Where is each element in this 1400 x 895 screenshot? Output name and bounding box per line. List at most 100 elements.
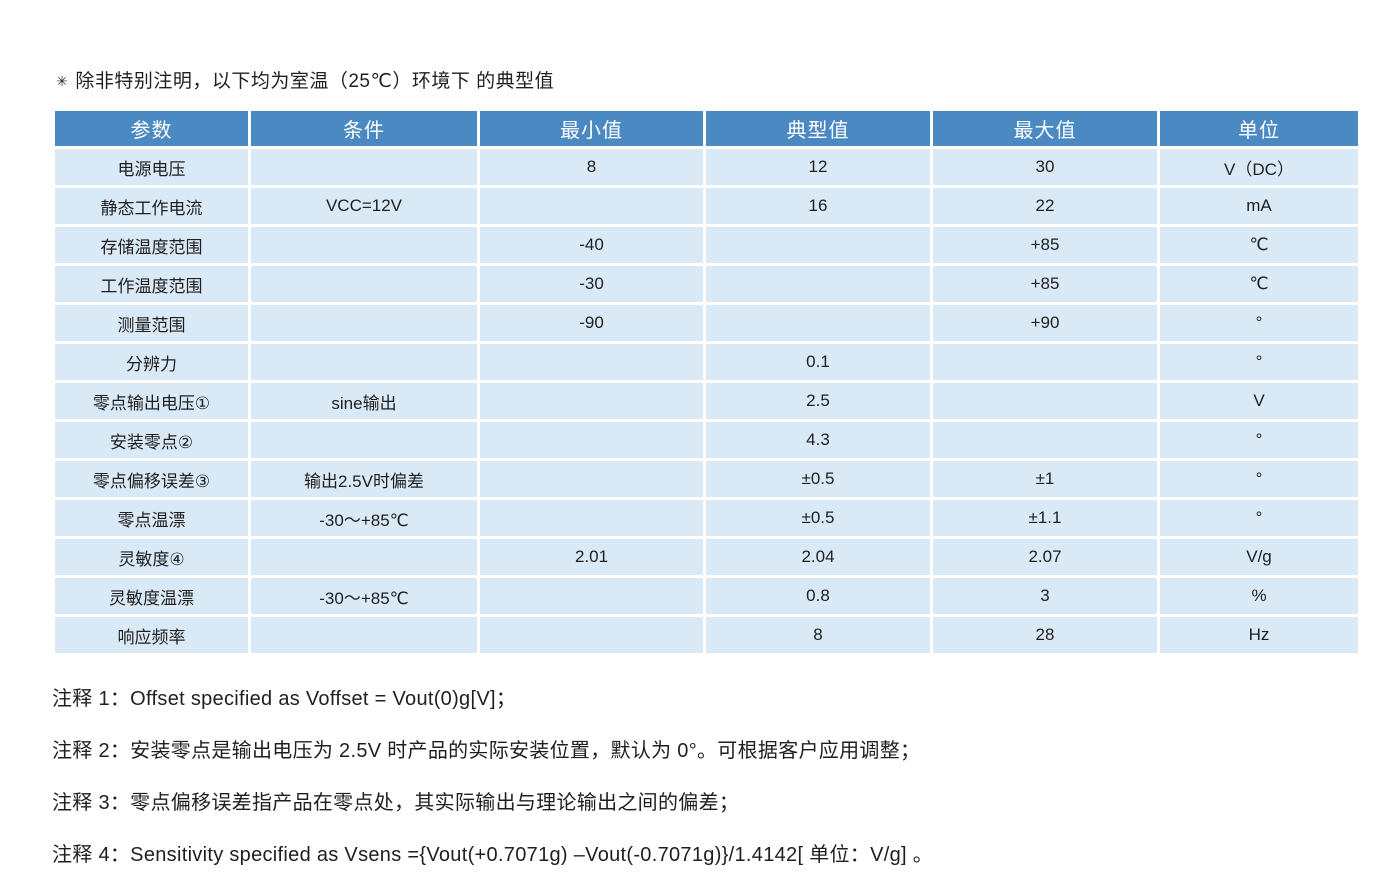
value-cell — [477, 575, 706, 617]
param-cell: 测量范围 — [52, 302, 251, 344]
value-cell — [930, 341, 1160, 383]
column-header: 典型值 — [703, 108, 933, 149]
spec-table-head: 参数 条件 最小值 典型值 最大值 单位 — [52, 108, 1361, 149]
value-cell: 8 — [477, 146, 706, 188]
value-cell — [248, 302, 480, 344]
value-cell: % — [1157, 575, 1361, 617]
spec-table: 参数 条件 最小值 典型值 最大值 单位 电源电压 8 12 30 V（DC） 静态工作电流 VCC=… — [52, 108, 1361, 656]
param-cell: 灵敏度温漂 — [52, 575, 251, 617]
column-header: 最大值 — [930, 108, 1160, 149]
value-cell: 2.01 — [477, 536, 706, 578]
value-cell: 4.3 — [703, 419, 933, 461]
value-cell — [703, 302, 933, 344]
table-row: 静态工作电流 VCC=12V 16 22 mA — [52, 185, 1361, 227]
param-cell: 电源电压 — [52, 146, 251, 188]
value-cell: 30 — [930, 146, 1160, 188]
param-cell: 工作温度范围 — [52, 263, 251, 305]
notes-section: 注释 1：Offset specified as Voffset = Vout(… — [52, 670, 1352, 878]
value-cell: ° — [1157, 341, 1361, 383]
spec-table-body: 电源电压 8 12 30 V（DC） 静态工作电流 VCC=12V 16 22 mA 存储温度范围 -… — [52, 146, 1361, 656]
value-cell — [248, 419, 480, 461]
param-cell: 静态工作电流 — [52, 185, 251, 227]
value-cell: ±1 — [930, 458, 1160, 500]
value-cell: V（DC） — [1157, 146, 1361, 188]
value-cell — [248, 263, 480, 305]
column-header: 最小值 — [477, 108, 706, 149]
value-cell: ±1.1 — [930, 497, 1160, 539]
table-row: 零点偏移误差③ 输出2.5V时偏差 ±0.5 ±1 ° — [52, 458, 1361, 500]
column-header: 单位 — [1157, 108, 1361, 149]
value-cell — [477, 185, 706, 227]
value-cell: ° — [1157, 302, 1361, 344]
value-cell — [477, 614, 706, 656]
value-cell: -40 — [477, 224, 706, 266]
value-cell — [477, 341, 706, 383]
value-cell — [477, 419, 706, 461]
value-cell: V/g — [1157, 536, 1361, 578]
value-cell: 12 — [703, 146, 933, 188]
param-cell: 分辨力 — [52, 341, 251, 383]
value-cell: V — [1157, 380, 1361, 422]
value-cell: -30～+85℃ — [248, 575, 480, 617]
value-cell — [703, 224, 933, 266]
value-cell: VCC=12V — [248, 185, 480, 227]
table-row: 零点温漂 -30～+85℃ ±0.5 ±1.1 ° — [52, 497, 1361, 539]
value-cell: 3 — [930, 575, 1160, 617]
top-note: ✳ 除非特别注明，以下均为室温（25℃）环境下 的典型值 — [33, 44, 554, 115]
value-cell — [248, 224, 480, 266]
param-cell: 安装零点② — [52, 419, 251, 461]
value-cell: 0.8 — [703, 575, 933, 617]
value-cell — [930, 419, 1160, 461]
column-header: 条件 — [248, 108, 480, 149]
value-cell: ℃ — [1157, 224, 1361, 266]
value-cell: +85 — [930, 224, 1160, 266]
value-cell — [703, 263, 933, 305]
note-line-4: 注释 4：Sensitivity specified as Vsens ={Vo… — [52, 843, 934, 866]
value-cell: 8 — [703, 614, 933, 656]
value-cell: 28 — [930, 614, 1160, 656]
note-line-2: 注释 2：安装零点是输出电压为 2.5V 时产品的实际安装位置，默认为 0°。可… — [52, 739, 921, 762]
table-row: 灵敏度④ 2.01 2.04 2.07 V/g — [52, 536, 1361, 578]
table-row: 零点输出电压① sine输出 2.5 V — [52, 380, 1361, 422]
value-cell — [930, 380, 1160, 422]
value-cell: 0.1 — [703, 341, 933, 383]
value-cell: mA — [1157, 185, 1361, 227]
note-line-3: 注释 3：零点偏移误差指产品在零点处，其实际输出与理论输出之间的偏差； — [52, 791, 740, 814]
value-cell: ±0.5 — [703, 458, 933, 500]
asterisk-marker: ✳ — [56, 73, 69, 89]
value-cell: ±0.5 — [703, 497, 933, 539]
value-cell: Hz — [1157, 614, 1361, 656]
value-cell: -30～+85℃ — [248, 497, 480, 539]
value-cell — [477, 458, 706, 500]
value-cell: +85 — [930, 263, 1160, 305]
value-cell — [477, 497, 706, 539]
param-cell: 零点温漂 — [52, 497, 251, 539]
value-cell: 输出2.5V时偏差 — [248, 458, 480, 500]
param-cell: 响应频率 — [52, 614, 251, 656]
table-row: 分辨力 0.1 ° — [52, 341, 1361, 383]
value-cell: ° — [1157, 458, 1361, 500]
table-row: 电源电压 8 12 30 V（DC） — [52, 146, 1361, 188]
value-cell: 22 — [930, 185, 1160, 227]
value-cell — [248, 341, 480, 383]
value-cell — [248, 614, 480, 656]
table-row: 灵敏度温漂 -30～+85℃ 0.8 3% — [52, 575, 1361, 617]
table-row: 安装零点② 4.3 ° — [52, 419, 1361, 461]
param-cell: 灵敏度④ — [52, 536, 251, 578]
value-cell: -90 — [477, 302, 706, 344]
param-cell: 零点输出电压① — [52, 380, 251, 422]
value-cell: sine输出 — [248, 380, 480, 422]
value-cell: ℃ — [1157, 263, 1361, 305]
value-cell: +90 — [930, 302, 1160, 344]
value-cell: 2.04 — [703, 536, 933, 578]
table-row: 响应频率 8 28 Hz — [52, 614, 1361, 656]
value-cell — [248, 146, 480, 188]
value-cell: -30 — [477, 263, 706, 305]
column-header: 参数 — [52, 108, 251, 149]
table-row: 工作温度范围 -30 +85 ℃ — [52, 263, 1361, 305]
table-row: 存储温度范围 -40 +85 ℃ — [52, 224, 1361, 266]
value-cell: ° — [1157, 419, 1361, 461]
param-cell: 零点偏移误差③ — [52, 458, 251, 500]
table-row: 测量范围 -90 +90 ° — [52, 302, 1361, 344]
value-cell — [477, 380, 706, 422]
